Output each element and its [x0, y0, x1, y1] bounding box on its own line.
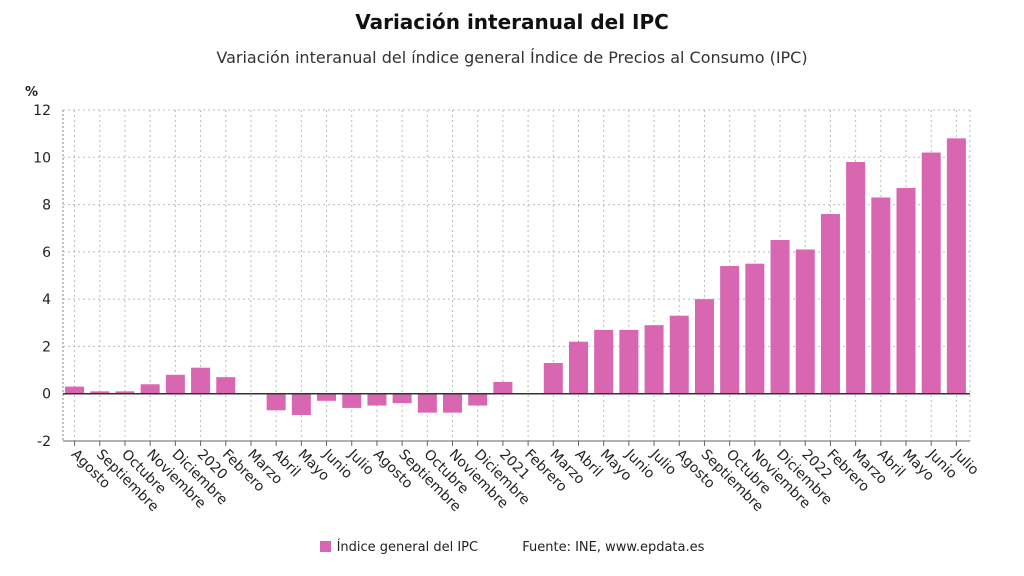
bar	[644, 325, 664, 394]
bar	[543, 362, 563, 394]
legend-label: Índice general del IPC	[336, 540, 479, 555]
bar	[493, 381, 513, 394]
bar	[392, 393, 412, 404]
bar	[921, 152, 941, 394]
bar	[896, 188, 916, 394]
bar	[846, 162, 866, 394]
bar	[871, 197, 891, 394]
y-tick-label: 6	[42, 245, 51, 261]
bar	[770, 240, 790, 394]
y-tick-label: 2	[42, 339, 51, 355]
bar	[946, 138, 966, 394]
y-tick-label: 12	[33, 103, 51, 119]
bar	[669, 315, 689, 394]
chart-title: Variación interanual del IPC	[355, 10, 669, 34]
bar	[720, 266, 740, 394]
legend: Índice general del IPC Fuente: INE, www.…	[0, 540, 1024, 555]
bar	[165, 374, 185, 394]
bar	[468, 393, 488, 406]
y-tick-label: 0	[42, 387, 51, 403]
bar	[140, 384, 160, 394]
y-tick-label: 8	[42, 198, 51, 214]
bar	[191, 367, 211, 394]
bar	[90, 391, 110, 394]
bar	[291, 393, 311, 415]
bar	[342, 393, 362, 408]
bar	[594, 329, 614, 394]
y-axis-unit: %	[25, 85, 38, 100]
y-tick-label: 10	[33, 150, 51, 166]
y-tick-label: 4	[42, 292, 51, 308]
bar	[266, 393, 286, 411]
bar	[367, 393, 387, 406]
bar	[745, 263, 765, 394]
bar	[115, 391, 135, 394]
bar	[216, 377, 236, 394]
bar	[820, 214, 840, 394]
bar	[65, 386, 85, 394]
bar	[317, 393, 337, 401]
bar	[694, 299, 714, 394]
bar	[619, 329, 639, 394]
chart-subtitle: Variación interanual del índice general …	[216, 48, 808, 67]
legend-swatch	[319, 541, 331, 552]
source-note: Fuente: INE, www.epdata.es	[522, 540, 705, 555]
bar	[417, 393, 437, 413]
bar	[568, 341, 588, 394]
bar	[443, 393, 463, 413]
bar	[795, 249, 815, 394]
y-tick-label: -2	[37, 434, 51, 450]
